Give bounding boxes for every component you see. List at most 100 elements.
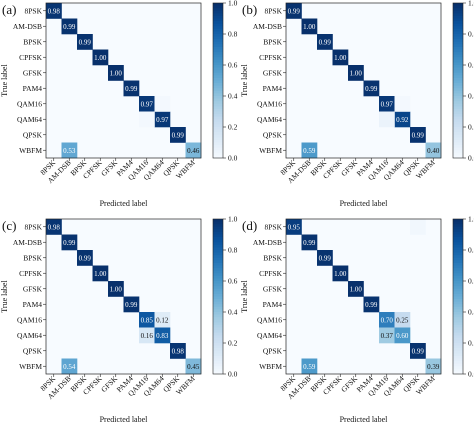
colorbar-segment [213, 332, 223, 336]
colorbar-segment [213, 152, 223, 156]
matrix-cell [348, 65, 364, 81]
colorbar-segment [453, 268, 463, 272]
y-tick-label: PAM4 [263, 300, 283, 309]
matrix-cell [394, 327, 411, 344]
colorbar-segment [453, 65, 463, 68]
cell-value-label: 0.70 [381, 316, 394, 324]
colorbar-segment [213, 132, 223, 136]
colorbar-segment [453, 332, 463, 336]
matrix-cell [61, 358, 78, 375]
colorbar-frame [212, 218, 224, 375]
colorbar-segment [453, 324, 463, 328]
colorbar-segment [213, 234, 223, 238]
matrix-cell [317, 34, 333, 50]
matrix-cell [154, 312, 171, 328]
colorbar-tick-label: 0.4 [228, 92, 238, 101]
colorbar-segment [453, 62, 463, 66]
colorbar-segment [453, 237, 463, 241]
colorbar-segment [213, 96, 223, 99]
matrix-cell [170, 127, 186, 143]
cell-value-label: 0.54 [63, 363, 76, 371]
colorbar-segment [453, 219, 463, 222]
cell-value-label: 0.92 [396, 116, 409, 124]
colorbar-segment [213, 353, 223, 357]
colorbar-segment [453, 70, 463, 74]
colorbar-segment [213, 134, 223, 138]
x-axis-label: Predicted label [340, 415, 389, 424]
colorbar-segment [453, 244, 463, 248]
cell-value-label: 0.97 [141, 100, 154, 108]
matrix-cell [154, 96, 171, 112]
cell-value-label: 1.00 [110, 69, 123, 77]
cell-value-label: 0.99 [63, 239, 76, 247]
colorbar-segment [453, 348, 463, 352]
matrix-cell [92, 265, 109, 282]
colorbar-segment [453, 116, 463, 120]
colorbar-segment [453, 36, 463, 40]
colorbar-segment [453, 337, 463, 341]
colorbar-segment [453, 314, 463, 318]
colorbar-segment [453, 88, 463, 92]
matrix-cell [170, 343, 186, 359]
y-tick-label: AM-DSB [253, 22, 282, 31]
confusion-matrix-panel: 0.950.990.991.001.000.990.70 0.250.37 0.60… [240, 215, 474, 424]
y-tick-label: QAM16 [17, 99, 42, 108]
colorbar-segment [213, 150, 223, 154]
matrix-cell [46, 219, 62, 235]
matrix-frame [45, 218, 202, 375]
cell-value-label: 0.99 [79, 38, 92, 46]
colorbar-segment [453, 72, 463, 76]
matrix-cell [394, 312, 411, 328]
colorbar-segment [213, 3, 223, 6]
colorbar-segment [213, 286, 223, 290]
colorbar-segment [213, 319, 223, 323]
colorbar-segment [213, 330, 223, 334]
cell-value-label: 0.25 [396, 316, 409, 324]
colorbar-segment [213, 72, 223, 76]
colorbar-segment [453, 23, 463, 27]
colorbar-segment [213, 247, 223, 251]
colorbar-segment [213, 371, 223, 375]
colorbar-segment [213, 106, 223, 110]
colorbar-segment [213, 77, 223, 81]
cell-value-label: 0.97 [156, 116, 169, 124]
matrix-cell [46, 3, 62, 19]
colorbar-segment [453, 77, 463, 81]
colorbar-segment [213, 340, 223, 344]
colorbar-segment [453, 350, 463, 354]
colorbar-segment [453, 15, 463, 19]
colorbar-segment [453, 10, 463, 14]
colorbar-segment [213, 270, 223, 274]
matrix-cell [77, 34, 93, 50]
cell-value-label: 0.59 [303, 363, 316, 371]
colorbar-segment [213, 137, 223, 141]
colorbar-segment [453, 114, 463, 118]
colorbar-segment [453, 127, 463, 130]
colorbar-segment [213, 31, 223, 35]
y-tick-label: CPFSK [19, 269, 43, 278]
colorbar-segment [453, 242, 463, 246]
colorbar-tick-label: 0.6 [468, 61, 474, 70]
y-tick-label: WBFM [259, 146, 282, 155]
colorbar-segment [213, 111, 223, 115]
colorbar-segment [213, 75, 223, 79]
colorbar-segment [213, 355, 223, 359]
cell-value-label: 0.59 [303, 147, 316, 155]
colorbar-segment [453, 5, 463, 9]
colorbar-segment [213, 262, 223, 266]
y-tick-label: CPFSK [19, 53, 43, 62]
colorbar-segment [453, 8, 463, 12]
cell-value-label: 1.00 [110, 285, 123, 293]
colorbar-segment [453, 90, 463, 94]
colorbar-segment [213, 41, 223, 45]
colorbar-segment [213, 257, 223, 261]
colorbar-tick-label: 0.6 [228, 277, 238, 286]
colorbar-segment [453, 145, 463, 149]
colorbar-tick-label: 0.8 [468, 246, 474, 255]
colorbar-segment [213, 244, 223, 248]
cell-value-label: 0.97 [381, 100, 394, 108]
colorbar-segment [213, 239, 223, 243]
matrix-cell [379, 111, 395, 128]
colorbar-segment [213, 62, 223, 66]
y-tick-label: 8PSK [24, 222, 42, 231]
